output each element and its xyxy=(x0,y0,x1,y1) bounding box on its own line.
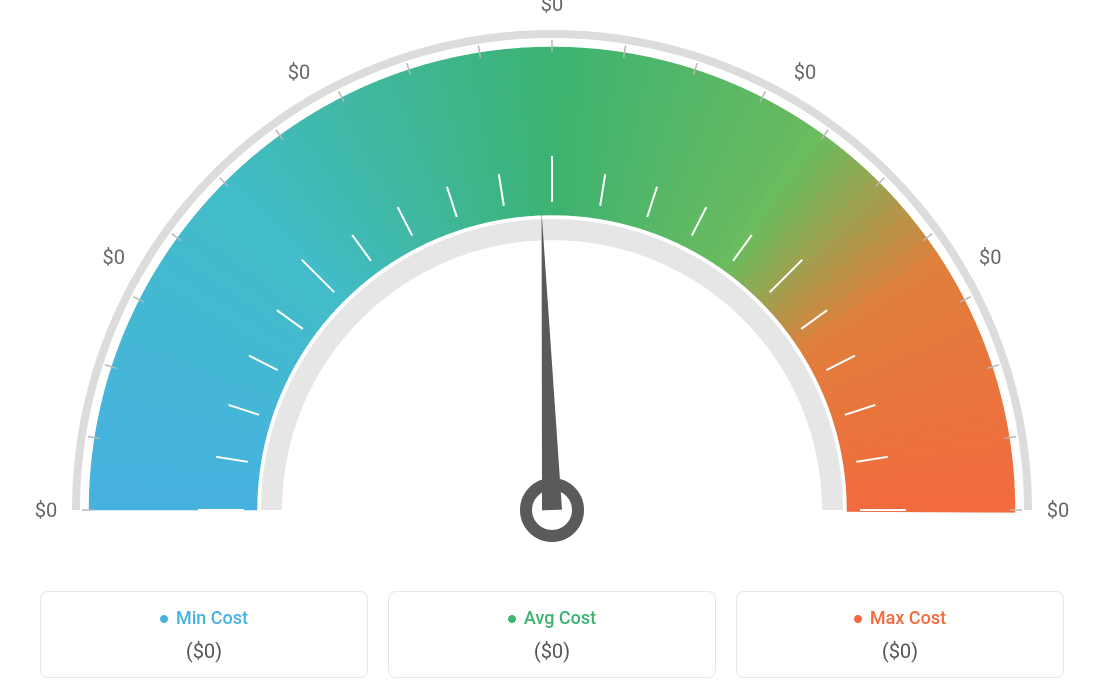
legend: Min Cost ($0) Avg Cost ($0) Max Cost ($0… xyxy=(40,591,1064,679)
gauge-chart: $0 $0 $0 $0 $0 $0 $0 xyxy=(0,0,1104,560)
legend-title-max: Max Cost xyxy=(854,608,946,629)
legend-value-min: ($0) xyxy=(53,639,355,663)
legend-title-text: Min Cost xyxy=(176,608,248,629)
gauge-tick-label: $0 xyxy=(1047,498,1069,522)
gauge-tick-label: $0 xyxy=(794,60,816,84)
dot-icon xyxy=(508,615,516,623)
legend-title-text: Max Cost xyxy=(870,608,946,629)
legend-title-min: Min Cost xyxy=(160,608,248,629)
legend-value-max: ($0) xyxy=(749,639,1051,663)
dot-icon xyxy=(854,615,862,623)
gauge-tick-label: $0 xyxy=(103,245,125,269)
gauge-tick-label: $0 xyxy=(35,498,57,522)
legend-card-min: Min Cost ($0) xyxy=(40,591,368,679)
gauge-tick-label: $0 xyxy=(541,0,563,16)
legend-value-avg: ($0) xyxy=(401,639,703,663)
gauge-svg xyxy=(0,0,1104,560)
legend-title-text: Avg Cost xyxy=(524,608,596,629)
gauge-tick-label: $0 xyxy=(979,245,1001,269)
gauge-tick-label: $0 xyxy=(288,60,310,84)
legend-card-max: Max Cost ($0) xyxy=(736,591,1064,679)
legend-title-avg: Avg Cost xyxy=(508,608,596,629)
legend-card-avg: Avg Cost ($0) xyxy=(388,591,716,679)
dot-icon xyxy=(160,615,168,623)
